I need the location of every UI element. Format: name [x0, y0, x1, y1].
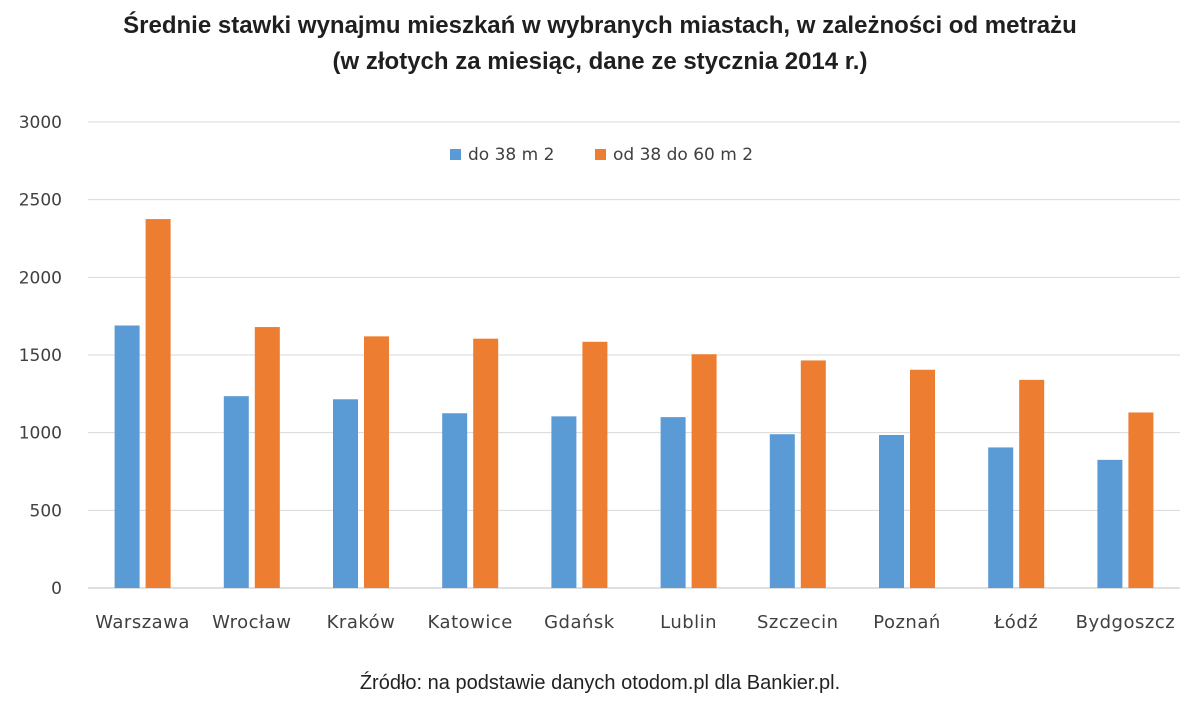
bar-medium-5: [691, 354, 717, 588]
x-axis-ticks: Warszawa Wrocław Kraków Katowice Gdańsk Lubli…: [95, 612, 1176, 633]
bar-small-6: [769, 434, 795, 588]
bar-medium-7: [910, 369, 935, 588]
y-tick-label: 3000: [19, 113, 62, 133]
x-tick-label: Wrocław: [212, 612, 291, 633]
bar-small-7: [879, 434, 904, 588]
legend-swatch-1: [595, 149, 606, 160]
bar-small-3: [442, 413, 468, 588]
x-tick-label: Gdańsk: [544, 612, 615, 633]
bar-small-5: [660, 417, 686, 588]
y-tick-label: 2000: [19, 268, 62, 288]
bar-medium-9: [1128, 412, 1154, 588]
bar-chart: 0 500 1000 1500 2000 2500 3000 Warszawa Wrocław…: [19, 113, 1180, 633]
bar-medium-6: [800, 360, 826, 588]
y-tick-label: 500: [30, 501, 62, 521]
y-tick-label: 2500: [19, 191, 62, 211]
bar-small-1: [223, 396, 249, 588]
chart-title: Średnie stawki wynajmu mieszkań w wybran…: [123, 12, 1077, 39]
x-tick-label: Warszawa: [95, 612, 190, 633]
legend-label-0: do 38 m 2: [468, 145, 554, 165]
y-tick-label: 1500: [19, 346, 62, 366]
y-tick-label: 0: [51, 579, 62, 599]
x-tick-label: Szczecin: [757, 612, 839, 633]
bar-medium-2: [364, 336, 389, 588]
bar-small-4: [551, 416, 577, 588]
x-tick-label: Poznań: [873, 612, 941, 633]
y-axis-ticks: 0 500 1000 1500 2000 2500 3000: [19, 113, 62, 599]
x-tick-label: Kraków: [327, 612, 396, 633]
bar-small-8: [988, 447, 1014, 588]
bar-medium-1: [254, 327, 280, 588]
x-tick-label: Lublin: [660, 612, 717, 633]
grid-lines: [88, 121, 1180, 589]
bar-medium-4: [582, 341, 608, 588]
chart-title-block: Średnie stawki wynajmu mieszkań w wybran…: [0, 8, 1200, 80]
bars: [114, 219, 1154, 588]
bar-small-2: [333, 399, 358, 588]
legend-swatch-0: [450, 149, 461, 160]
x-tick-label: Bydgoszcz: [1076, 612, 1176, 633]
bar-small-0: [114, 325, 140, 588]
y-tick-label: 1000: [19, 424, 62, 444]
bar-small-9: [1097, 459, 1123, 588]
bar-medium-8: [1019, 379, 1045, 588]
legend-label-1: od 38 do 60 m 2: [613, 145, 753, 165]
chart-subtitle: (w złotych za miesiąc, dane ze stycznia …: [332, 48, 868, 75]
x-tick-label: Łódź: [993, 612, 1038, 633]
source-note: Źródło: na podstawie danych otodom.pl dl…: [359, 672, 841, 694]
legend: do 38 m 2 od 38 do 60 m 2: [450, 145, 753, 165]
bar-medium-3: [473, 338, 499, 588]
bar-medium-0: [145, 219, 171, 588]
x-tick-label: Katowice: [428, 612, 513, 633]
